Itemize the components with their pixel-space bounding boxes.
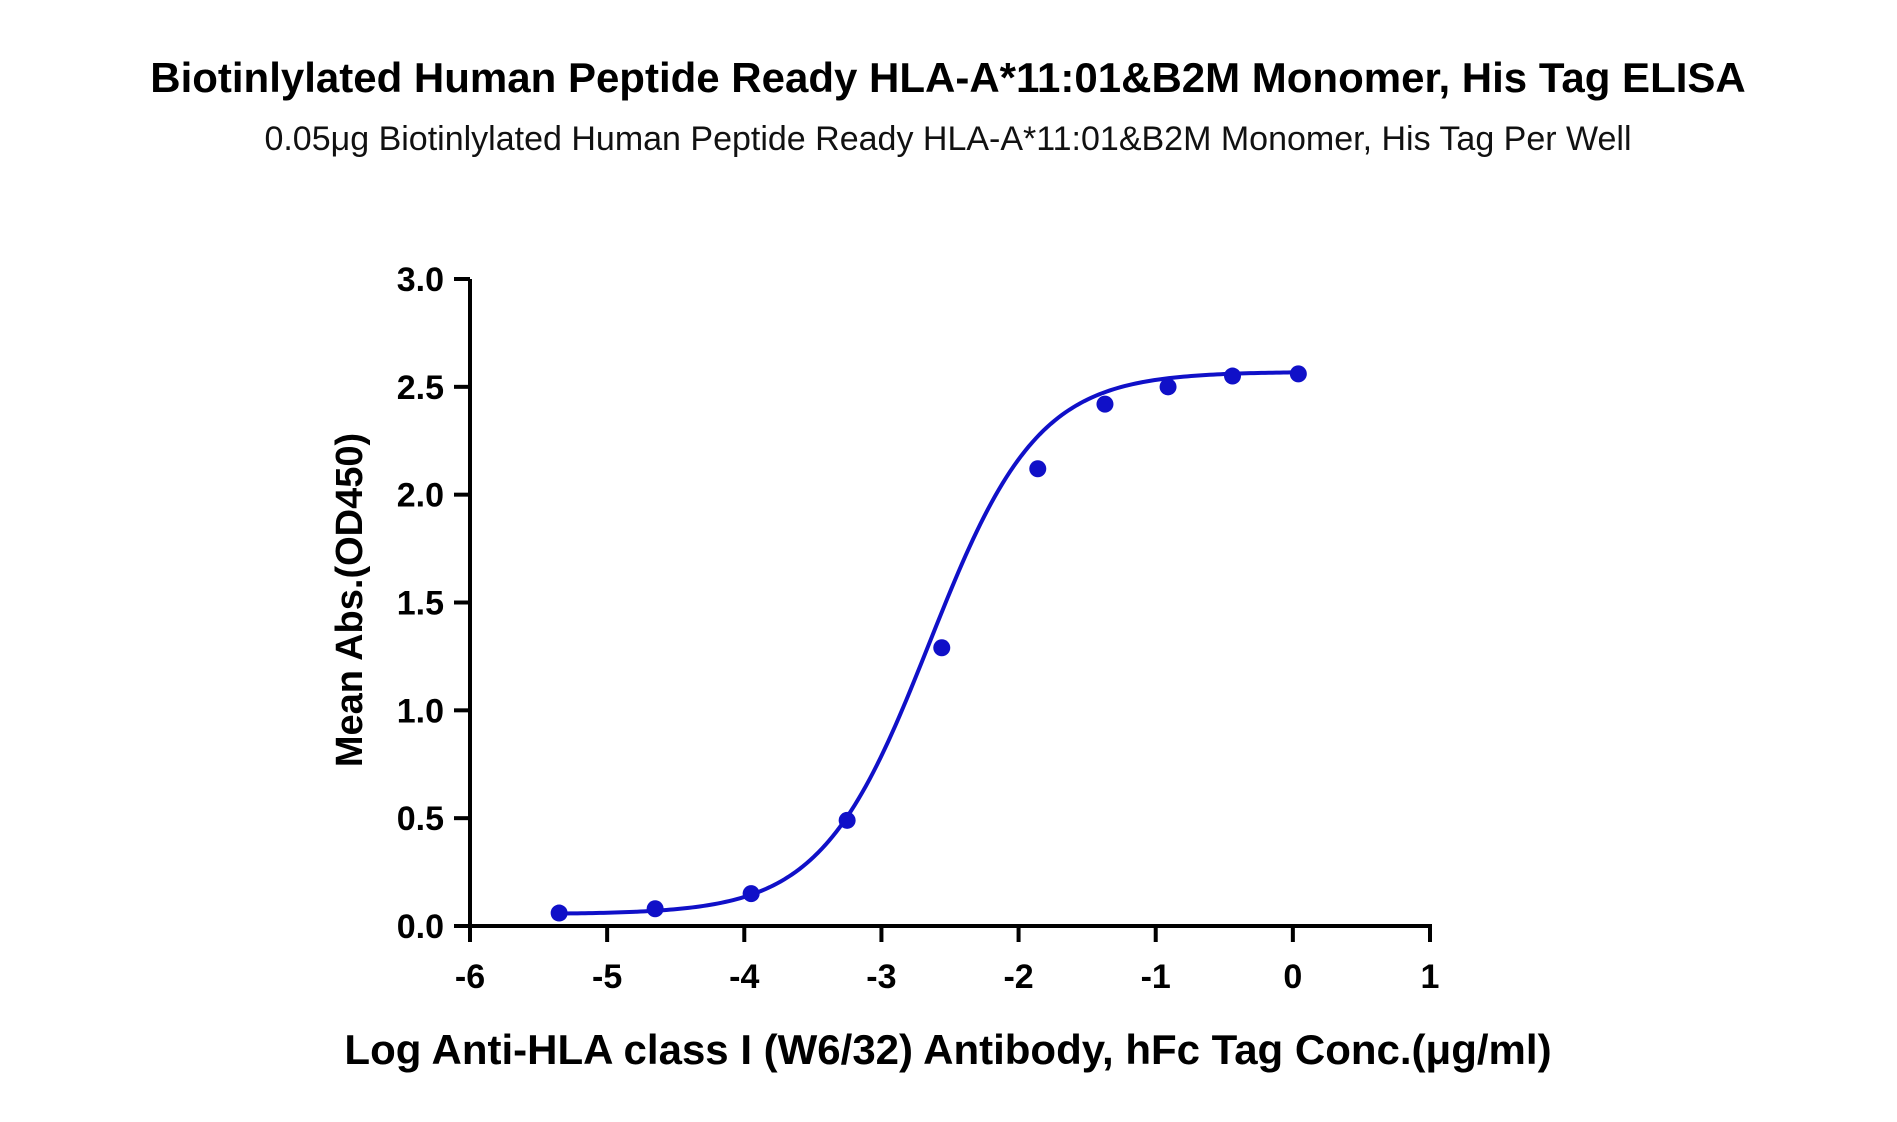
data-points [550, 365, 1307, 922]
data-point [646, 900, 664, 918]
x-tick-label: -5 [592, 958, 622, 996]
data-point [1096, 395, 1114, 413]
y-tick-label: 2.0 [397, 477, 444, 515]
data-point [1224, 367, 1242, 385]
data-point [1159, 378, 1177, 396]
data-point [1289, 365, 1307, 383]
x-tick-label: 0 [1283, 958, 1302, 996]
x-axis-label: Log Anti-HLA class I (W6/32) Antibody, h… [344, 1026, 1551, 1073]
chart-title: Biotinlylated Human Peptide Ready HLA-A*… [150, 54, 1746, 101]
fit-curve [559, 370, 1299, 916]
x-tick-label: -2 [1003, 958, 1033, 996]
y-tick-label: 1.0 [397, 692, 444, 730]
y-axis-label: Mean Abs.(OD450) [329, 433, 371, 767]
x-tick-label: -4 [729, 958, 759, 996]
y-tick-label: 3.0 [397, 261, 444, 299]
data-point [1029, 460, 1047, 478]
x-ticks: -6 -5 -4 -3 -2 -1 0 1 [455, 926, 1440, 996]
data-point [742, 885, 760, 903]
data-point [838, 811, 856, 829]
data-point [933, 639, 951, 657]
x-tick-label: -3 [866, 958, 896, 996]
y-tick-label: 1.5 [397, 585, 444, 623]
y-tick-label: 2.5 [397, 369, 444, 407]
plot-area: 0.0 0.5 1.0 1.5 2.0 2.5 3.0 -6 -5 -4 -3 -2 -1 0 1 [397, 261, 1440, 996]
y-ticks: 0.0 0.5 1.0 1.5 2.0 2.5 3.0 [397, 261, 470, 946]
chart-subtitle: 0.05μg Biotinlylated Human Peptide Ready… [264, 120, 1631, 158]
x-tick-label: -1 [1141, 958, 1171, 996]
y-tick-label: 0.5 [397, 800, 444, 838]
data-point [550, 904, 568, 922]
x-tick-label: -6 [455, 958, 485, 996]
y-tick-label: 0.0 [397, 908, 444, 946]
x-tick-label: 1 [1421, 958, 1440, 996]
